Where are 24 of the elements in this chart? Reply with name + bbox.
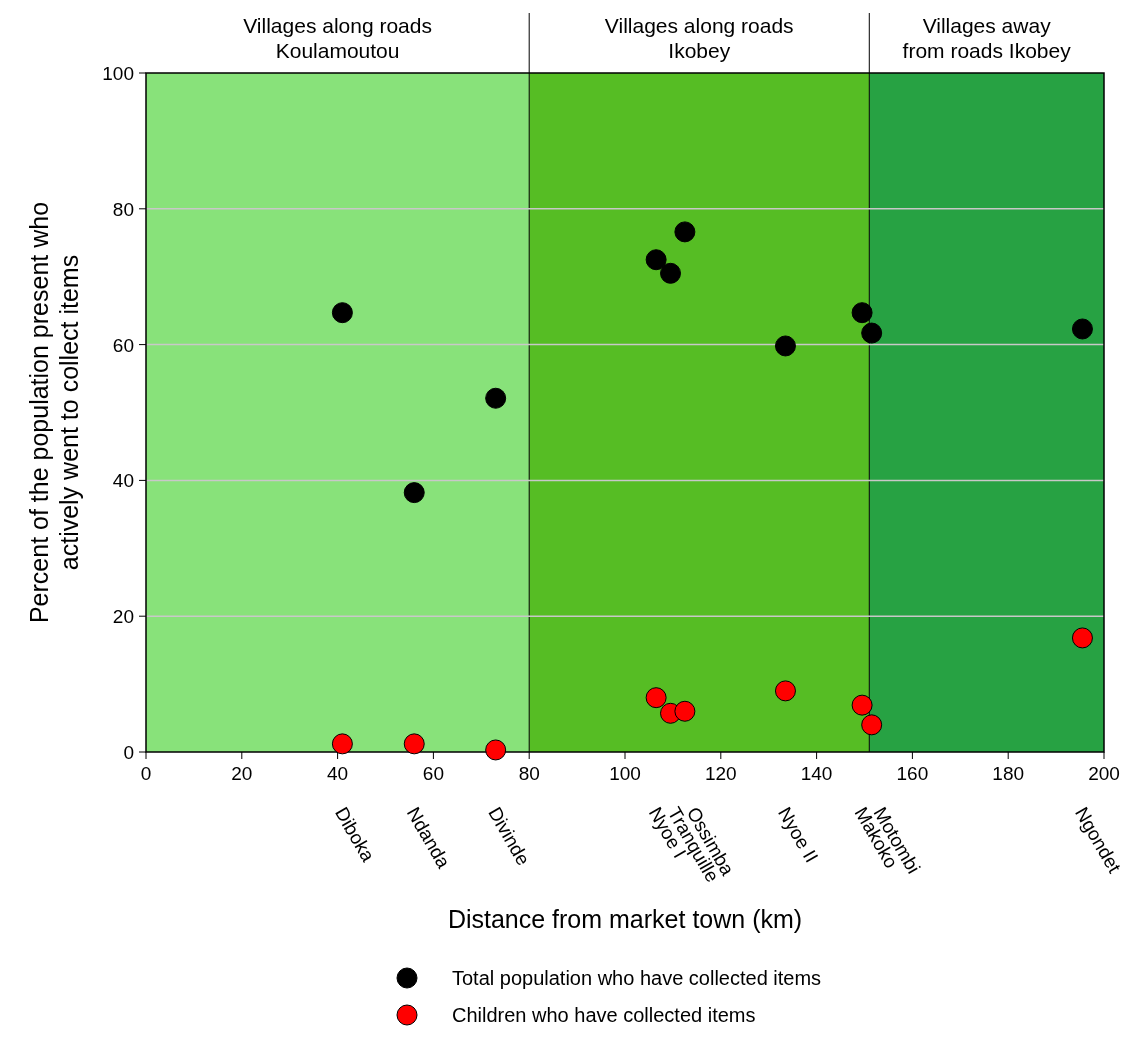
y-tick-label: 100 [102, 63, 134, 84]
band-label: Villages away from roads Ikobey [902, 14, 1072, 62]
x-tick-label: 180 [992, 763, 1025, 784]
band-label: Villages along roads Koulamoutou [243, 14, 432, 62]
x-tick-label: 160 [896, 763, 929, 784]
x-tick-label: 40 [327, 763, 349, 784]
y-tick-label: 0 [123, 742, 134, 763]
y-axis-title: Percent of the population present who actively went to collect items [25, 201, 83, 624]
y-tick-label: 80 [112, 198, 134, 220]
band-label: Villages along roads Ikobey [604, 14, 794, 62]
x-tick-label: 60 [422, 763, 444, 784]
x-tick-label: 120 [704, 763, 737, 784]
legend-label: Total population who have collected items [452, 967, 822, 989]
x-tick-label: 20 [231, 763, 253, 784]
x-tick-label: 0 [140, 763, 152, 784]
x-tick-label: 80 [518, 763, 540, 784]
y-tick-label: 40 [112, 470, 134, 492]
y-tick-label: 20 [112, 606, 134, 628]
legend-label: Children who have collected items [452, 1004, 756, 1026]
x-tick-label: 100 [609, 763, 641, 784]
y-tick-label: 60 [112, 334, 134, 356]
x-tick-label: 200 [1088, 763, 1120, 784]
x-axis-title: Distance from market town (km) [447, 905, 803, 933]
x-tick-label: 140 [800, 763, 833, 784]
